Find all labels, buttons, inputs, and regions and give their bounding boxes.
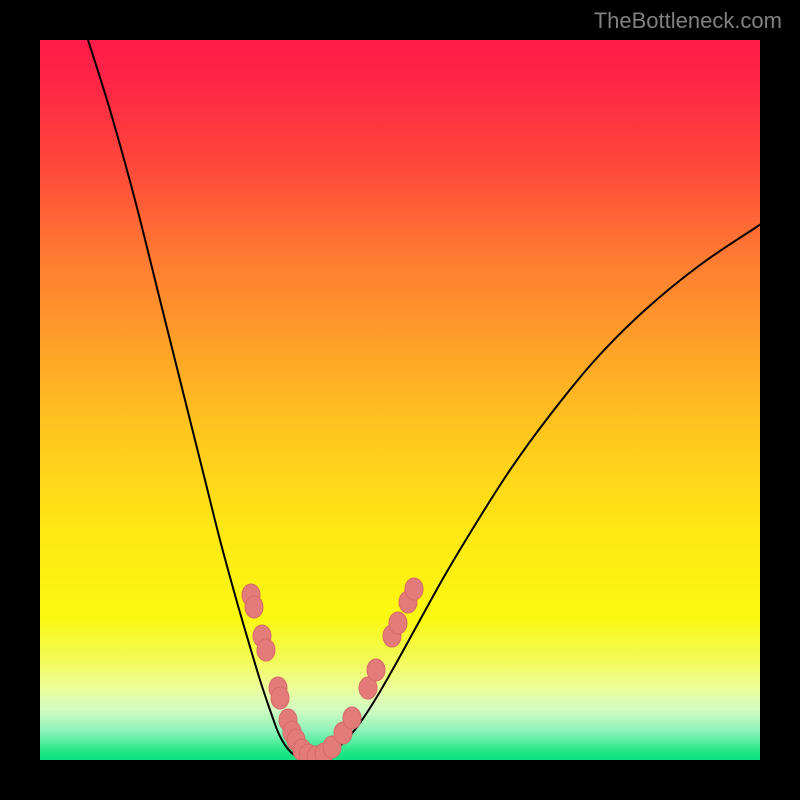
- curve-marker: [367, 659, 385, 681]
- curve-marker: [389, 612, 407, 634]
- watermark-text: TheBottleneck.com: [594, 8, 782, 34]
- curve-marker: [257, 639, 275, 661]
- chart-container: TheBottleneck.com: [0, 0, 800, 800]
- curve-layer: [40, 40, 760, 760]
- curve-marker: [245, 596, 263, 618]
- plot-area: [40, 40, 760, 760]
- curve-marker: [271, 687, 289, 709]
- curve-marker: [405, 578, 423, 600]
- bottleneck-curve: [88, 40, 760, 759]
- curve-marker: [343, 707, 361, 729]
